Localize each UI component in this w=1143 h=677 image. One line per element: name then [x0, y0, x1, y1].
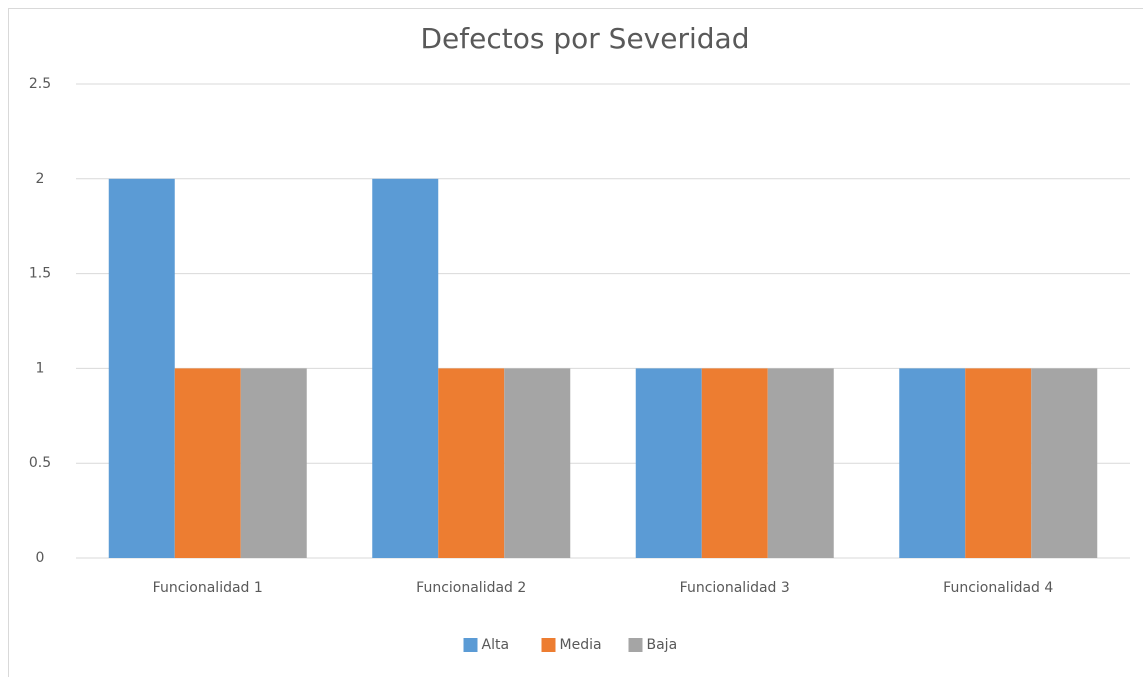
- bar: [1031, 368, 1098, 558]
- legend-swatch: [463, 638, 478, 652]
- x-tick-label: Funcionalidad 2: [416, 580, 526, 596]
- y-tick-label: 0.5: [29, 455, 51, 471]
- y-tick-label: 1: [36, 360, 45, 376]
- chart-title: Defectos por Severidad: [421, 22, 750, 55]
- legend-label: Baja: [647, 637, 678, 653]
- bar: [965, 368, 1032, 558]
- y-tick-label: 0: [36, 550, 45, 566]
- y-tick-label: 1.5: [29, 266, 51, 282]
- legend-label: Alta: [482, 637, 510, 653]
- bar: [108, 178, 175, 559]
- x-tick-label: Funcionalidad 3: [680, 580, 790, 596]
- legend-label: Media: [560, 637, 602, 653]
- chart-border: [8, 8, 1143, 677]
- y-tick-label: 2: [36, 171, 45, 187]
- bar: [635, 368, 702, 558]
- y-tick-label: 2.5: [29, 76, 51, 92]
- x-tick-label: Funcionalidad 4: [943, 580, 1053, 596]
- bar: [438, 368, 505, 558]
- bar: [504, 368, 571, 558]
- legend-swatch: [628, 638, 643, 652]
- bar: [174, 368, 241, 558]
- bar: [372, 178, 439, 559]
- bar: [701, 368, 768, 558]
- bar: [767, 368, 834, 558]
- bar: [240, 368, 307, 558]
- legend-swatch: [541, 638, 556, 652]
- bar: [899, 368, 966, 558]
- x-tick-label: Funcionalidad 1: [153, 580, 263, 596]
